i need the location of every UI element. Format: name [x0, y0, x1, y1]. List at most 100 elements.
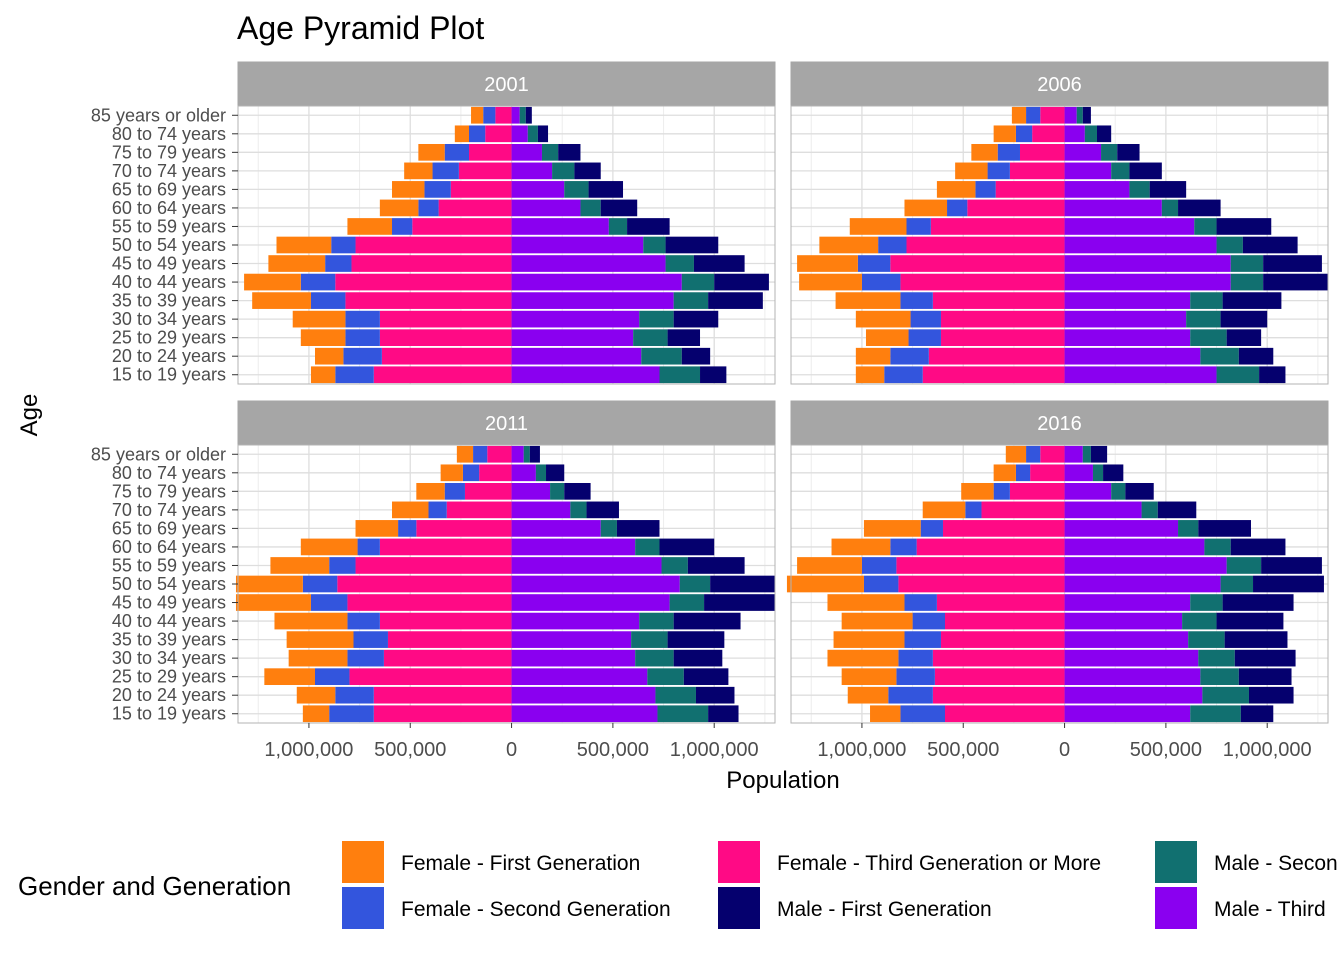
legend-swatch — [1155, 841, 1197, 883]
bar-female-first-generation — [471, 106, 484, 124]
bar-female-first-generation — [797, 255, 858, 272]
bar-female-third-generation-or-more — [379, 538, 512, 556]
bar-female-first-generation — [379, 199, 419, 217]
bar-male-third-generation-or-more — [511, 218, 609, 235]
facet-strip — [237, 61, 776, 107]
bar-female-third-generation-or-more — [967, 199, 1065, 217]
bar-female-first-generation — [264, 668, 316, 686]
bar-female-second-generation — [993, 482, 1010, 500]
bar-male-first-generation — [1224, 631, 1288, 648]
bar-male-third-generation-or-more — [511, 310, 640, 328]
bar-male-third-generation-or-more — [511, 143, 542, 161]
y-tick-label: 45 to 49 years — [112, 254, 226, 274]
bar-female-first-generation — [347, 218, 393, 235]
y-tick-label: 65 to 69 years — [112, 518, 226, 538]
bar-female-second-generation — [863, 575, 899, 593]
bar-female-second-generation — [444, 143, 470, 161]
facet-strip — [790, 400, 1329, 446]
bar-female-second-generation — [357, 538, 380, 556]
bar-female-third-generation-or-more — [464, 482, 512, 500]
bar-female-third-generation-or-more — [379, 329, 512, 347]
bar-female-third-generation-or-more — [373, 686, 512, 704]
bar-male-first-generation — [1253, 575, 1324, 593]
bar-male-second-generation — [1202, 686, 1249, 704]
bar-male-second-generation — [1092, 464, 1104, 482]
y-tick-label: 80 to 74 years — [112, 124, 226, 144]
bar-female-second-generation — [890, 538, 917, 556]
bar-male-third-generation-or-more — [1064, 612, 1183, 630]
bar-female-second-generation — [347, 649, 384, 667]
y-tick-label: 75 to 79 years — [112, 481, 226, 501]
bar-male-third-generation-or-more — [1064, 125, 1085, 143]
legend-item-female-second-generation: Female - Second Generation — [342, 887, 671, 929]
bar-male-first-generation — [1129, 162, 1162, 180]
bar-female-second-generation — [302, 575, 338, 593]
legend-swatch — [718, 841, 760, 883]
y-tick-label: 70 to 74 years — [112, 500, 226, 520]
y-tick-label: 60 to 64 years — [112, 537, 226, 557]
bar-male-third-generation-or-more — [511, 106, 520, 124]
bar-female-third-generation-or-more — [932, 649, 1065, 667]
bar-female-first-generation — [292, 310, 346, 328]
bar-male-third-generation-or-more — [511, 162, 553, 180]
legend-swatch — [718, 887, 760, 929]
bar-female-third-generation-or-more — [900, 273, 1065, 291]
bar-female-second-generation — [325, 255, 352, 272]
bar-male-first-generation — [1248, 686, 1294, 704]
bar-female-first-generation — [392, 181, 425, 198]
bar-male-third-generation-or-more — [1064, 143, 1102, 161]
x-tick-label: 1,000,000 — [1223, 739, 1312, 761]
bar-male-first-generation — [537, 125, 549, 143]
bar-male-first-generation — [1157, 501, 1197, 519]
bar-female-first-generation — [831, 538, 891, 556]
bar-male-first-generation — [1222, 292, 1282, 309]
bar-male-third-generation-or-more — [1064, 482, 1112, 500]
bar-male-second-generation — [631, 631, 668, 648]
bar-male-first-generation — [1238, 668, 1292, 686]
bar-female-first-generation — [922, 501, 966, 519]
bar-female-third-generation-or-more — [438, 199, 512, 217]
bar-female-second-generation — [997, 143, 1020, 161]
bar-female-second-generation — [335, 366, 374, 384]
bar-male-third-generation-or-more — [1064, 106, 1077, 124]
bar-male-third-generation-or-more — [511, 181, 565, 198]
bar-male-first-generation — [586, 501, 619, 519]
legend-swatch — [1155, 887, 1197, 929]
bar-male-second-generation — [527, 125, 538, 143]
bar-male-third-generation-or-more — [1064, 705, 1191, 723]
bar-male-first-generation — [693, 255, 745, 272]
bar-male-second-generation — [1216, 236, 1243, 254]
bar-female-first-generation — [799, 273, 862, 291]
bar-male-first-generation — [695, 686, 735, 704]
bar-male-first-generation — [1234, 649, 1296, 667]
bar-male-second-generation — [570, 501, 587, 519]
bar-male-first-generation — [546, 464, 565, 482]
bar-male-third-generation-or-more — [511, 445, 524, 463]
bar-male-second-generation — [1204, 538, 1231, 556]
bar-female-second-generation — [920, 520, 943, 537]
legend-item-female-first-generation: Female - First Generation — [342, 841, 640, 883]
bar-male-second-generation — [1200, 347, 1239, 365]
bar-male-second-generation — [669, 594, 705, 611]
bar-male-third-generation-or-more — [1064, 292, 1191, 309]
bar-female-third-generation-or-more — [995, 181, 1065, 198]
bar-female-first-generation — [786, 575, 864, 593]
bar-female-third-generation-or-more — [1030, 464, 1065, 482]
bar-male-third-generation-or-more — [511, 520, 601, 537]
bar-male-second-generation — [639, 310, 674, 328]
chart-title: Age Pyramid Plot — [237, 10, 484, 46]
bar-female-first-generation — [863, 520, 921, 537]
bar-male-third-generation-or-more — [1064, 520, 1179, 537]
bar-female-third-generation-or-more — [896, 557, 1065, 574]
bar-male-second-generation — [1190, 292, 1223, 309]
bar-male-second-generation — [633, 329, 668, 347]
bar-male-first-generation — [667, 329, 701, 347]
bar-male-first-generation — [1198, 520, 1251, 537]
bar-male-second-generation — [635, 649, 674, 667]
legend-item-male-first-generation: Male - First Generation — [718, 887, 992, 929]
bar-male-third-generation-or-more — [1064, 162, 1112, 180]
bar-male-third-generation-or-more — [1064, 445, 1083, 463]
bar-female-third-generation-or-more — [381, 347, 512, 365]
bar-female-third-generation-or-more — [906, 236, 1065, 254]
